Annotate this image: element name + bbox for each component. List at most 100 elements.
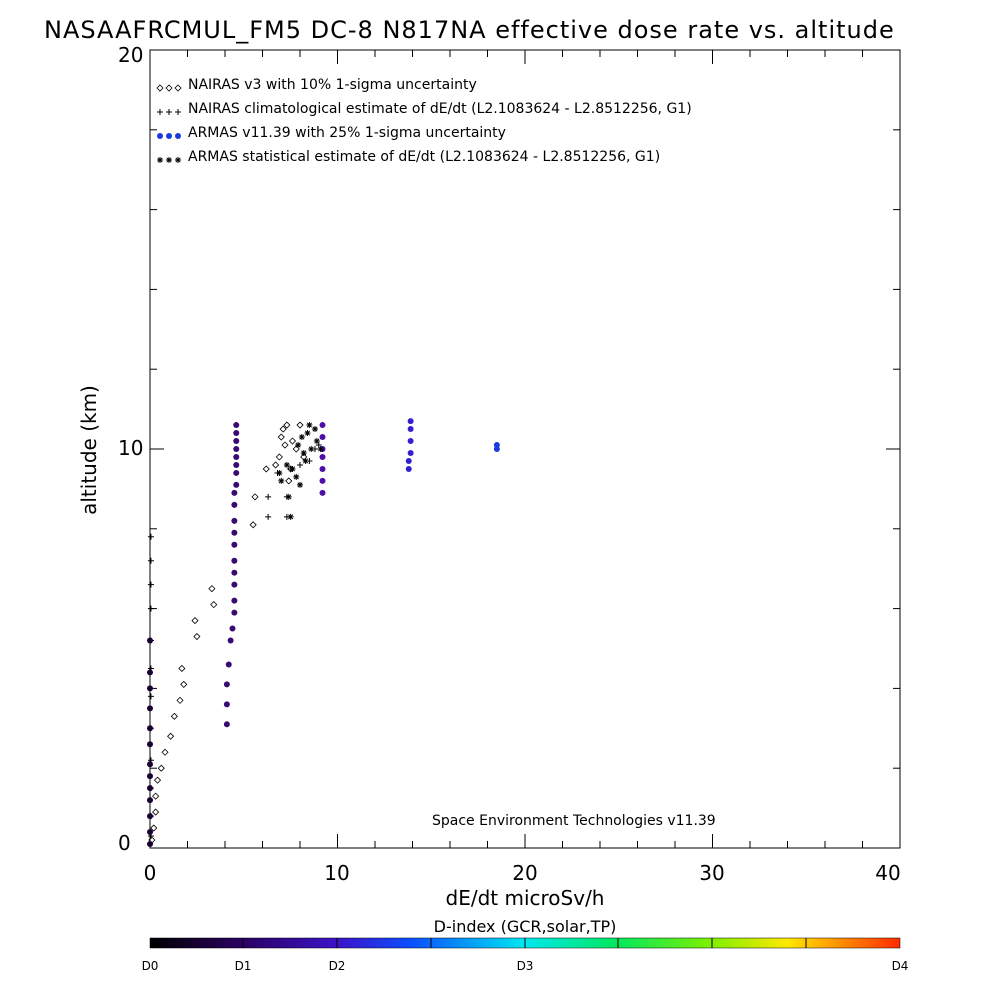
x-tick-label-30: 30 — [699, 861, 724, 885]
data-point-series-0 — [300, 453, 308, 461]
data-point-series-2 — [223, 681, 230, 688]
data-point-series-3 — [312, 426, 318, 433]
data-point-series-2 — [231, 609, 238, 616]
y-axis-label: altitude (km) — [77, 385, 101, 515]
colorbar-label-d3: D3 — [517, 959, 534, 973]
y-tick-label-10: 10 — [118, 436, 143, 460]
data-point-series-2 — [231, 517, 238, 524]
data-point-series-2 — [147, 829, 153, 836]
data-point-series-1 — [147, 533, 154, 540]
legend-entry-armas-statistical: ARMAS statistical estimate of dE/dt (L2.… — [188, 149, 660, 165]
data-point-series-2 — [147, 725, 153, 732]
data-point-series-2 — [407, 438, 414, 445]
legend-marker-series-2 — [166, 133, 172, 139]
data-point-series-3 — [293, 473, 300, 480]
data-point-series-0 — [210, 601, 218, 609]
data-point-series-1 — [297, 461, 303, 468]
data-point-series-2 — [319, 422, 326, 429]
data-point-series-2 — [319, 465, 326, 472]
legend-marker-series-3 — [175, 157, 181, 163]
legend-marker-series-1 — [175, 109, 181, 115]
data-point-series-2 — [233, 438, 240, 445]
legend-marker-series-2 — [157, 133, 163, 139]
data-point-series-2 — [407, 449, 414, 456]
legend-marker-series-0 — [174, 84, 182, 92]
data-point-series-3 — [283, 461, 290, 468]
data-point-series-3 — [317, 446, 324, 452]
data-point-series-2 — [147, 773, 153, 780]
data-point-series-2 — [231, 569, 238, 576]
colorbar-label-d4: D4 — [892, 959, 909, 973]
data-point-series-0 — [277, 433, 285, 441]
data-point-series-2 — [147, 637, 153, 644]
data-point-series-0 — [167, 732, 175, 740]
data-point-series-2 — [229, 625, 236, 632]
colorbar-title: D-index (GCR,solar,TP) — [434, 917, 617, 936]
data-point-series-2 — [223, 721, 230, 728]
data-point-series-2 — [233, 446, 240, 452]
data-point-series-2 — [147, 741, 153, 748]
data-point-series-0 — [285, 477, 293, 485]
data-point-series-3 — [289, 465, 296, 472]
data-point-series-3 — [298, 434, 305, 441]
data-point-series-0 — [249, 521, 257, 529]
legend-marker-series-2 — [175, 133, 181, 139]
data-point-series-0 — [262, 465, 270, 473]
data-point-series-2 — [147, 797, 153, 804]
x-tick-label-40: 40 — [875, 861, 900, 885]
data-point-series-0 — [283, 421, 291, 429]
data-points — [147, 418, 500, 848]
data-point-series-2 — [233, 481, 240, 488]
data-point-series-2 — [233, 422, 240, 429]
data-point-series-1 — [265, 493, 272, 500]
y-tick-label-0: 0 — [118, 831, 131, 855]
y-axis-ticks — [150, 49, 900, 849]
data-point-series-0 — [157, 764, 165, 772]
data-point-series-2 — [231, 581, 238, 588]
data-point-series-2 — [319, 453, 326, 460]
legend: NAIRAS v3 with 10% 1-sigma uncertainty N… — [156, 77, 692, 165]
data-point-series-2 — [231, 501, 238, 508]
data-point-series-0 — [272, 461, 280, 469]
legend-marker-series-0 — [165, 84, 173, 92]
y-tick-label-20: 20 — [118, 43, 143, 67]
data-point-series-2 — [147, 705, 153, 712]
data-point-series-3 — [276, 469, 283, 476]
x-tick-label-20: 20 — [512, 861, 537, 885]
data-point-series-2 — [493, 442, 500, 449]
data-point-series-0 — [176, 696, 184, 704]
data-point-series-1 — [265, 513, 272, 520]
legend-marker-series-0 — [156, 84, 164, 92]
data-point-series-0 — [275, 453, 283, 461]
colorbar-ticks — [242, 938, 807, 948]
data-point-series-0 — [180, 680, 188, 688]
data-point-series-0 — [279, 425, 287, 433]
x-tick-label-10: 10 — [324, 861, 349, 885]
data-point-series-1 — [147, 581, 154, 588]
data-point-series-0 — [191, 617, 199, 625]
data-point-series-3 — [308, 446, 315, 452]
data-point-series-2 — [231, 541, 238, 548]
data-point-series-0 — [170, 712, 178, 720]
chart-title: NASAAFRCMUL_FM5 DC-8 N817NA effective do… — [44, 16, 895, 44]
data-point-series-2 — [227, 637, 234, 644]
data-point-series-0 — [208, 585, 216, 593]
data-point-series-2 — [407, 418, 414, 425]
data-point-series-2 — [231, 557, 238, 564]
data-point-series-3 — [302, 457, 309, 464]
data-point-series-2 — [225, 661, 232, 668]
data-point-series-2 — [319, 477, 326, 484]
credit-text: Space Environment Technologies v11.39 — [432, 813, 716, 829]
legend-entry-nairas-climatological: NAIRAS climatological estimate of dE/dt … — [188, 101, 692, 117]
data-point-series-2 — [147, 669, 153, 676]
data-point-series-2 — [405, 457, 412, 464]
data-point-series-2 — [319, 434, 326, 441]
data-point-series-2 — [147, 785, 153, 792]
data-point-series-2 — [147, 761, 153, 768]
legend-entry-armas: ARMAS v11.39 with 25% 1-sigma uncertaint… — [188, 125, 506, 141]
data-point-series-3 — [297, 481, 303, 488]
data-point-series-3 — [300, 449, 307, 456]
x-axis-label: dE/dt microSv/h — [446, 886, 605, 910]
data-point-series-0 — [296, 421, 304, 429]
